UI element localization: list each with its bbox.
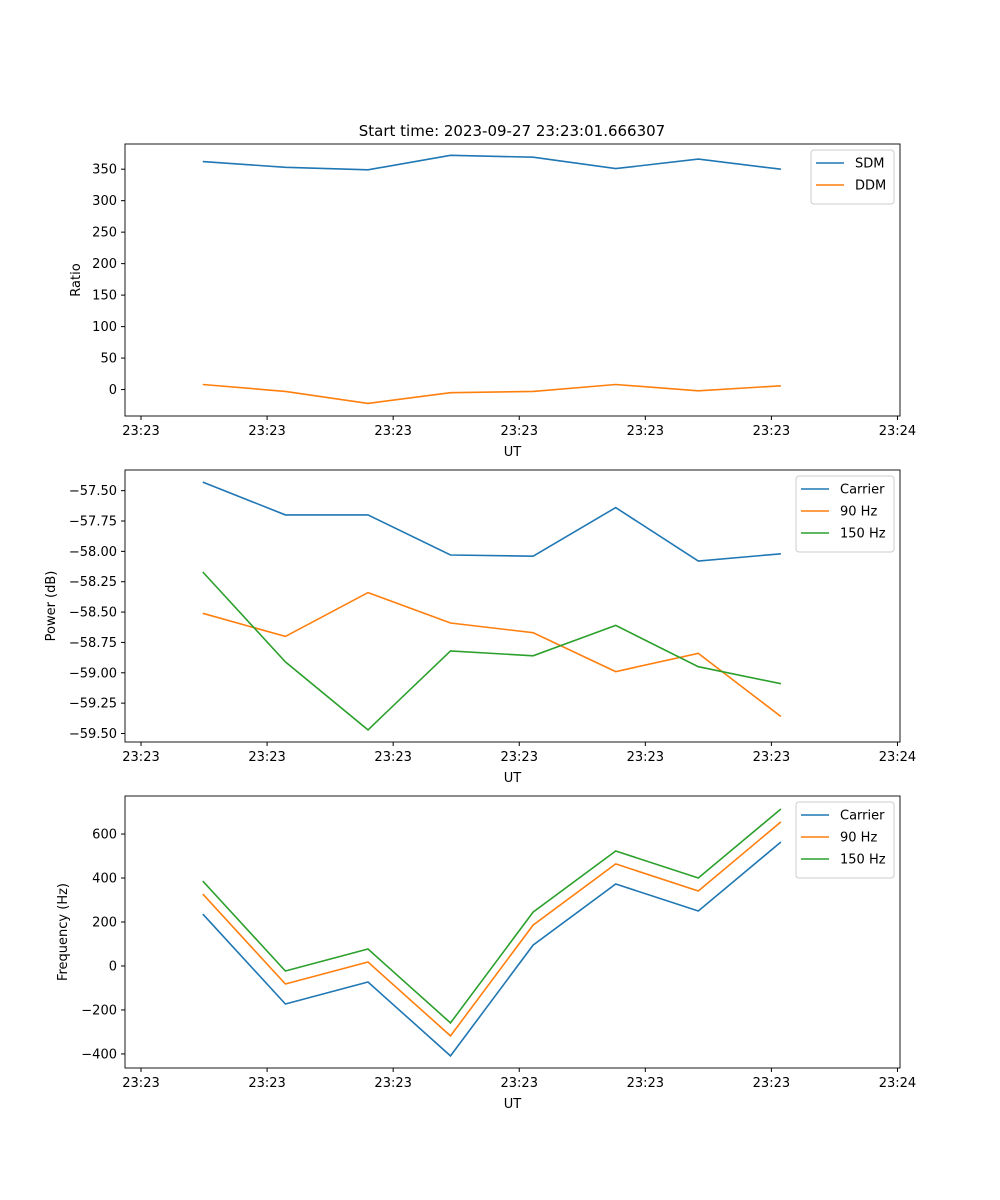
y-tick-label: 200 bbox=[92, 257, 117, 272]
subplot-2: 23:23 23:23 23:23 23:23 23:23 23:23 23:24 UT −57… bbox=[44, 469, 916, 786]
axes-frame bbox=[124, 795, 901, 1069]
y-tick-label: 600 bbox=[92, 828, 117, 843]
x-tick-label: 23:23 bbox=[627, 750, 664, 765]
chart-title: Start time: 2023-09-27 23:23:01.666307 bbox=[359, 122, 665, 140]
y-tick-label: −59.50 bbox=[69, 727, 117, 742]
y-tick-label: −59.00 bbox=[69, 666, 117, 681]
y-axis-label: Power (dB) bbox=[44, 571, 59, 642]
y-tick-label: 250 bbox=[92, 226, 117, 241]
legend: Carrier 90 Hz 150 Hz bbox=[795, 801, 895, 879]
y-axis-label: Frequency (Hz) bbox=[56, 883, 71, 981]
y-tick-label: −200 bbox=[81, 1003, 117, 1018]
subplot-3: 23:23 23:23 23:23 23:23 23:23 23:23 23:24 UT −40… bbox=[56, 795, 916, 1112]
x-tick-label: 23:23 bbox=[374, 750, 411, 765]
x-tick-label: 23:24 bbox=[879, 750, 916, 765]
x-tick-label: 23:23 bbox=[374, 1076, 411, 1091]
y-tick-label: 300 bbox=[92, 194, 117, 209]
x-tick-label: 23:23 bbox=[374, 424, 411, 439]
series-line-90-hz bbox=[202, 821, 782, 1038]
y-tick-label: 0 bbox=[109, 383, 117, 398]
x-tick-label: 23:23 bbox=[501, 750, 538, 765]
x-axis-label: UT bbox=[504, 1097, 522, 1112]
x-tick-label: 23:23 bbox=[248, 424, 285, 439]
legend-label: 90 Hz bbox=[840, 831, 877, 846]
legend: Carrier 90 Hz 150 Hz bbox=[795, 475, 895, 553]
subplot-1: 23:23 23:23 23:23 23:23 23:23 23:23 23:24 UT 0 50… bbox=[69, 143, 916, 460]
y-tick-label: −59.25 bbox=[69, 697, 117, 712]
x-tick-label: 23:23 bbox=[753, 424, 790, 439]
series-line-ddm bbox=[202, 383, 781, 405]
legend: SDM DDM bbox=[810, 149, 895, 205]
x-tick-label: 23:23 bbox=[501, 1076, 538, 1091]
y-tick-label: 100 bbox=[92, 320, 117, 335]
x-tick-label: 23:23 bbox=[248, 750, 285, 765]
y-tick-label: −58.00 bbox=[69, 545, 117, 560]
x-tick-label: 23:23 bbox=[122, 1076, 159, 1091]
x-tick-label: 23:23 bbox=[501, 424, 538, 439]
x-tick-label: 23:24 bbox=[879, 1076, 916, 1091]
legend-label: 150 Hz bbox=[840, 853, 886, 868]
y-tick-label: −58.50 bbox=[69, 606, 117, 621]
legend-label: Carrier bbox=[840, 483, 885, 498]
axes-frame bbox=[124, 469, 901, 743]
legend-label: 150 Hz bbox=[840, 527, 886, 542]
y-tick-label: −58.75 bbox=[69, 636, 117, 651]
x-tick-label: 23:23 bbox=[627, 1076, 664, 1091]
series-line-sdm bbox=[202, 154, 781, 171]
y-tick-label: 0 bbox=[109, 959, 117, 974]
x-tick-label: 23:23 bbox=[753, 1076, 790, 1091]
y-tick-label: 350 bbox=[92, 163, 117, 178]
series-line-carrier bbox=[202, 841, 782, 1058]
x-axis-label: UT bbox=[504, 771, 522, 786]
y-tick-label: 50 bbox=[100, 352, 117, 367]
y-tick-label: −57.75 bbox=[69, 515, 117, 530]
x-tick-label: 23:23 bbox=[627, 424, 664, 439]
x-axis-label: UT bbox=[504, 445, 522, 460]
y-axis-label: Ratio bbox=[69, 263, 84, 296]
y-tick-label: 150 bbox=[92, 289, 117, 304]
x-tick-label: 23:23 bbox=[122, 750, 159, 765]
legend-label: SDM bbox=[855, 157, 884, 172]
x-tick-label: 23:23 bbox=[753, 750, 790, 765]
x-tick-label: 23:23 bbox=[248, 1076, 285, 1091]
y-tick-label: 400 bbox=[92, 872, 117, 887]
y-tick-label: 200 bbox=[92, 915, 117, 930]
series-line-150-hz bbox=[202, 571, 782, 731]
x-tick-label: 23:24 bbox=[879, 424, 916, 439]
y-tick-label: −57.50 bbox=[69, 484, 117, 499]
y-tick-label: −400 bbox=[81, 1047, 117, 1062]
series-line-90-hz bbox=[202, 591, 782, 718]
x-tick-label: 23:23 bbox=[122, 424, 159, 439]
axes-frame bbox=[124, 143, 901, 417]
series-line-150-hz bbox=[202, 808, 782, 1025]
legend-label: Carrier bbox=[840, 809, 885, 824]
legend-label: 90 Hz bbox=[840, 505, 877, 520]
y-tick-label: −58.25 bbox=[69, 575, 117, 590]
series-line-carrier bbox=[202, 481, 781, 562]
legend-label: DDM bbox=[855, 179, 886, 194]
